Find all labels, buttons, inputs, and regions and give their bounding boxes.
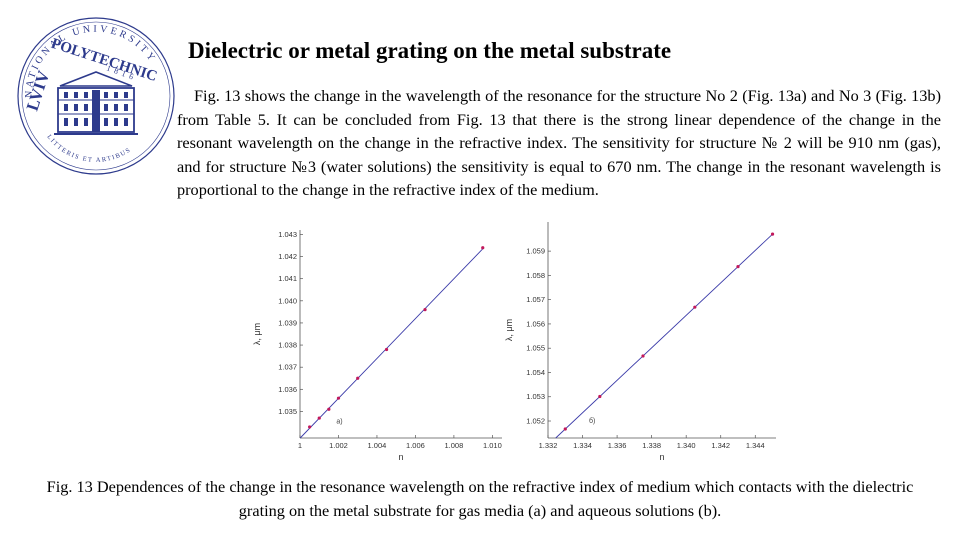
x-tick-label: 1 <box>298 441 302 450</box>
data-point <box>384 347 389 352</box>
x-tick-label: 1.004 <box>368 441 387 450</box>
data-point <box>356 376 360 380</box>
x-tick-label: 1.008 <box>445 441 464 450</box>
data-point <box>598 394 602 399</box>
data-point <box>770 232 775 236</box>
chart-aqueous-solutions: 1.332 1.334 1.336 1.338 1.340 1.342 1.344 1.05… <box>504 222 776 462</box>
series-line <box>299 248 484 439</box>
body-paragraph: Fig. 13 shows the change in the waveleng… <box>177 86 941 199</box>
y-tick-label: 1.041 <box>278 274 297 283</box>
data-point <box>317 416 321 420</box>
y-tick-label: 1.053 <box>526 392 545 401</box>
y-tick-label: 1.042 <box>278 252 297 261</box>
data-point <box>563 427 567 431</box>
chart-annotation: б) <box>589 417 595 425</box>
chart-gas-media: 1 1.002 1.004 1.006 1.008 1.010 1.035 1.036 1.0… <box>252 230 502 462</box>
y-tick-label: 1.035 <box>278 407 297 416</box>
y-tick-label: 1.038 <box>278 341 297 350</box>
x-tick-label: 1.010 <box>483 441 502 450</box>
x-axis-label: n <box>398 452 403 462</box>
x-axis-label: n <box>659 452 664 462</box>
logo-bottom-text: LITTERIS ET ARTIBUS <box>45 134 131 164</box>
logo-seal <box>17 17 175 175</box>
y-tick-label: 1.057 <box>526 295 545 304</box>
figure-caption: Fig. 13 Dependences of the change in the… <box>46 477 914 520</box>
x-tick-label: 1.334 <box>573 441 592 450</box>
y-axis-label: λ, μm <box>252 323 262 345</box>
y-tick-label: 1.054 <box>526 368 545 377</box>
slide-title: Dielectric or metal grating on the metal… <box>188 38 672 63</box>
data-point <box>308 425 312 429</box>
data-point <box>481 246 485 250</box>
y-tick-label: 1.043 <box>278 230 297 239</box>
x-tick-label: 1.342 <box>711 441 730 450</box>
y-tick-label: 1.052 <box>526 417 545 426</box>
y-tick-label: 1.058 <box>526 271 545 280</box>
x-tick-label: 1.002 <box>329 441 348 450</box>
svg-text:LITTERIS ET ARTIBUS: LITTERIS ET ARTIBUS <box>45 134 132 164</box>
chart-axes <box>299 230 502 439</box>
x-tick-label: 1.336 <box>608 441 627 450</box>
x-tick-label: 1.344 <box>746 441 765 450</box>
y-tick-label: 1.056 <box>526 319 545 328</box>
building-icon <box>54 71 138 135</box>
y-axis-label: λ, μm <box>504 319 514 341</box>
x-tick-label: 1.332 <box>539 441 558 450</box>
data-point <box>736 265 740 269</box>
chart-annotation: a) <box>336 418 342 425</box>
x-tick-label: 1.338 <box>642 441 661 450</box>
y-tick-label: 1.037 <box>278 363 297 372</box>
y-tick-label: 1.059 <box>526 247 545 256</box>
chart-axes <box>547 222 776 439</box>
data-point <box>327 407 331 411</box>
y-tick-label: 1.036 <box>278 385 297 394</box>
x-tick-label: 1.340 <box>677 441 696 450</box>
data-point <box>641 354 645 358</box>
series-line <box>555 233 773 439</box>
data-point <box>423 308 427 312</box>
data-point <box>336 396 341 400</box>
x-tick-label: 1.006 <box>406 441 425 450</box>
y-tick-label: 1.055 <box>526 344 545 353</box>
y-tick-label: 1.039 <box>278 318 297 327</box>
y-tick-label: 1.040 <box>278 296 297 305</box>
data-point <box>693 305 697 309</box>
university-logo: NATIONAL UNIVERSITY LVIV POLYTECHNIC 181… <box>17 17 175 175</box>
